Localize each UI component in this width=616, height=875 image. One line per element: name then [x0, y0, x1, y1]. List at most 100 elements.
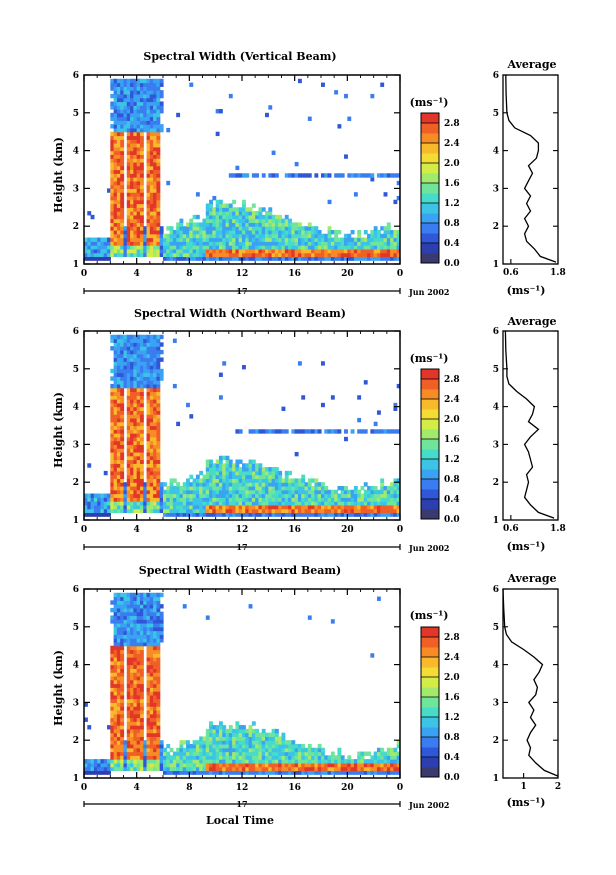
heatmap-cell — [143, 615, 148, 620]
heatmap-cell — [113, 630, 118, 635]
heatmap-cell — [159, 611, 164, 617]
heatmap-cell — [248, 725, 253, 730]
heatmap-cell — [218, 237, 223, 242]
heatmap-cell — [116, 222, 121, 227]
heatmap-cell — [232, 470, 237, 476]
heatmap-cell — [172, 478, 177, 483]
heatmap-cell — [205, 482, 210, 487]
heatmap-cell — [126, 664, 131, 669]
heatmap-cell — [146, 154, 151, 159]
heatmap-cell — [242, 497, 246, 502]
heatmap-cell — [146, 245, 151, 250]
heatmap-cell — [245, 222, 250, 227]
heatmap-cell — [192, 256, 197, 261]
heatmap-cell — [136, 638, 141, 643]
colorbar-tick-label: 0.4 — [444, 239, 460, 249]
heatmap-cell — [268, 755, 273, 760]
heatmap-cell — [383, 173, 388, 178]
heatmap-cell — [120, 161, 125, 167]
heatmap-cell — [268, 229, 273, 235]
heatmap-cell — [353, 766, 358, 772]
heatmap-cell — [120, 78, 125, 84]
heatmap-cell — [255, 482, 260, 487]
heatmap-cell — [176, 248, 181, 254]
heatmap-cell — [146, 493, 151, 498]
heatmap-cell — [176, 747, 181, 753]
heatmap-cell — [113, 709, 118, 715]
heatmap-cell — [370, 93, 375, 99]
heatmap-cell — [225, 732, 230, 738]
y-axis-label-3: Height (km) — [52, 650, 65, 726]
heatmap-cell — [271, 762, 276, 768]
heatmap-cell — [367, 766, 371, 772]
heatmap-cell — [311, 429, 316, 434]
heatmap-cell — [116, 188, 121, 193]
heatmap-cell — [344, 493, 348, 498]
heatmap-cell — [153, 444, 158, 449]
heatmap-cell — [126, 402, 131, 408]
heatmap-cell — [87, 237, 92, 242]
heatmap-cell — [314, 512, 319, 517]
heatmap-cell — [271, 173, 276, 178]
heatmap-cell — [337, 256, 342, 261]
heatmap-cell — [393, 747, 398, 753]
heatmap-cell — [120, 372, 125, 377]
heatmap-cell — [116, 116, 121, 121]
heatmap-cell — [334, 90, 339, 95]
heatmap-cell — [212, 728, 217, 734]
heatmap-cell — [126, 218, 131, 224]
heatmap-cell — [373, 493, 378, 498]
heatmap-cell — [212, 474, 217, 480]
heatmap-cell — [146, 203, 151, 208]
heatmap-cell — [238, 766, 243, 772]
heatmap-cell — [143, 482, 148, 487]
heatmap-cell — [172, 501, 177, 506]
heatmap-cell — [139, 668, 144, 673]
heatmap-cell — [156, 184, 161, 189]
heatmap-cell — [367, 493, 371, 498]
heatmap-cell — [103, 759, 108, 764]
heatmap-cell — [347, 173, 352, 178]
heatmap-cell — [113, 222, 118, 227]
heatmap-cell — [126, 120, 131, 125]
heatmap-cell — [136, 353, 141, 359]
heatmap-cell — [136, 161, 141, 167]
heatmap-cell — [202, 762, 207, 768]
heatmap-cell — [156, 421, 161, 427]
heatmap-cell — [215, 512, 220, 517]
heatmap-cell — [136, 131, 141, 137]
heatmap-cell — [209, 512, 213, 517]
heatmap-cell — [179, 755, 184, 760]
heatmap-cell — [116, 600, 121, 605]
heatmap-cell — [126, 165, 131, 171]
heatmap-cell — [330, 619, 335, 624]
heatmap-cell — [209, 245, 213, 250]
heatmap-cell — [172, 766, 177, 772]
heatmap-cell — [153, 478, 158, 483]
heatmap-cell — [136, 252, 141, 258]
heatmap-cell — [130, 120, 134, 125]
heatmap-cell — [235, 248, 240, 254]
heatmap-cell — [136, 376, 141, 381]
heatmap-cell — [113, 241, 118, 246]
heatmap-cell — [268, 211, 273, 216]
heatmap-cell — [360, 759, 365, 764]
heatmap-cell — [245, 211, 250, 216]
heatmap-cell — [396, 762, 400, 768]
heatmap-cell — [386, 485, 391, 491]
heatmap-cell — [340, 489, 345, 495]
heatmap-cell — [228, 732, 233, 738]
heatmap-cell — [228, 256, 233, 261]
heatmap-cell — [284, 222, 289, 227]
heatmap-cell — [149, 664, 154, 669]
heatmap-cell — [156, 188, 161, 193]
heatmap-cell — [261, 482, 266, 487]
heatmap-cell — [139, 691, 144, 696]
heatmap-cell — [149, 146, 154, 152]
heatmap-cell — [153, 229, 158, 235]
heatmap-cell — [304, 429, 309, 434]
heatmap-cell — [93, 512, 98, 517]
heatmap-cell — [268, 256, 273, 261]
heatmap-cell — [136, 101, 141, 106]
heatmap-cell — [344, 93, 348, 99]
